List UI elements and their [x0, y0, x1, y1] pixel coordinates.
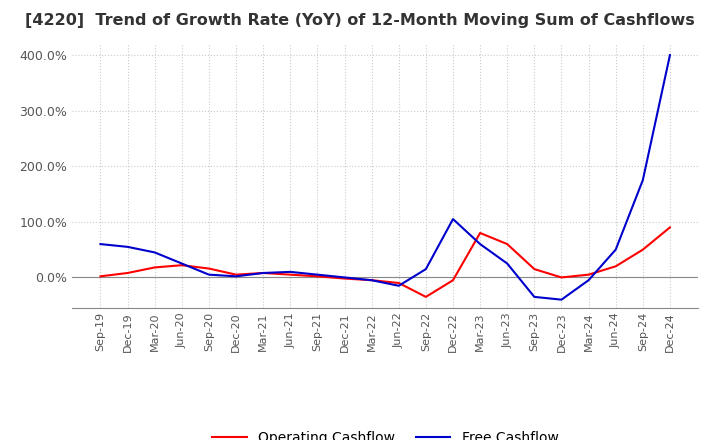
- Free Cashflow: [503, 261, 511, 266]
- Line: Operating Cashflow: Operating Cashflow: [101, 227, 670, 297]
- Operating Cashflow: [367, 278, 376, 283]
- Free Cashflow: [367, 278, 376, 283]
- Operating Cashflow: [449, 278, 457, 283]
- Free Cashflow: [178, 261, 186, 266]
- Free Cashflow: [476, 242, 485, 247]
- Free Cashflow: [584, 278, 593, 283]
- Free Cashflow: [96, 242, 105, 247]
- Free Cashflow: [639, 177, 647, 183]
- Operating Cashflow: [150, 265, 159, 270]
- Free Cashflow: [557, 297, 566, 302]
- Operating Cashflow: [178, 263, 186, 268]
- Text: [4220]  Trend of Growth Rate (YoY) of 12-Month Moving Sum of Cashflows: [4220] Trend of Growth Rate (YoY) of 12-…: [25, 13, 695, 28]
- Free Cashflow: [313, 272, 322, 277]
- Free Cashflow: [665, 52, 674, 58]
- Free Cashflow: [150, 250, 159, 255]
- Operating Cashflow: [313, 274, 322, 279]
- Line: Free Cashflow: Free Cashflow: [101, 55, 670, 300]
- Operating Cashflow: [96, 274, 105, 279]
- Operating Cashflow: [503, 242, 511, 247]
- Free Cashflow: [204, 272, 213, 277]
- Free Cashflow: [123, 244, 132, 249]
- Operating Cashflow: [639, 247, 647, 252]
- Free Cashflow: [530, 294, 539, 300]
- Free Cashflow: [232, 274, 240, 279]
- Operating Cashflow: [476, 230, 485, 235]
- Operating Cashflow: [557, 275, 566, 280]
- Free Cashflow: [286, 269, 294, 275]
- Operating Cashflow: [286, 272, 294, 277]
- Operating Cashflow: [341, 276, 349, 281]
- Operating Cashflow: [530, 267, 539, 272]
- Free Cashflow: [395, 283, 403, 288]
- Operating Cashflow: [395, 280, 403, 286]
- Free Cashflow: [611, 247, 620, 252]
- Operating Cashflow: [204, 266, 213, 271]
- Free Cashflow: [259, 270, 268, 275]
- Operating Cashflow: [123, 270, 132, 275]
- Operating Cashflow: [611, 264, 620, 269]
- Free Cashflow: [421, 267, 430, 272]
- Operating Cashflow: [421, 294, 430, 300]
- Operating Cashflow: [259, 270, 268, 275]
- Operating Cashflow: [232, 272, 240, 277]
- Free Cashflow: [341, 275, 349, 280]
- Legend: Operating Cashflow, Free Cashflow: Operating Cashflow, Free Cashflow: [207, 426, 564, 440]
- Free Cashflow: [449, 216, 457, 222]
- Operating Cashflow: [584, 272, 593, 277]
- Operating Cashflow: [665, 225, 674, 230]
